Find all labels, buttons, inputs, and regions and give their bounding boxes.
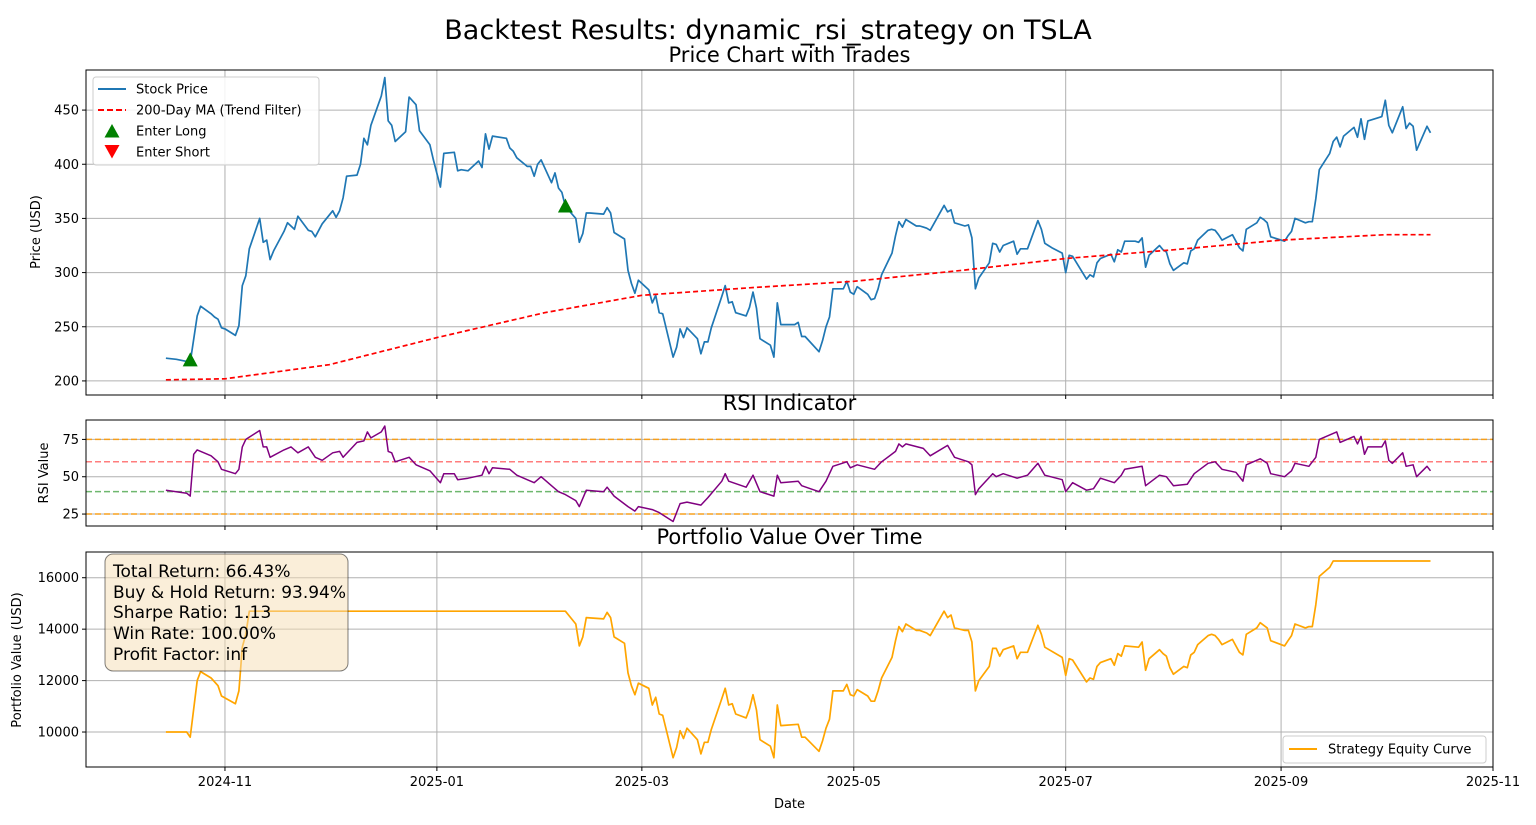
legend-enter-long-marker — [104, 124, 120, 138]
rsi-y-label: RSI Value — [37, 443, 52, 504]
ma-line — [165, 233, 1431, 381]
y-tick-label: 10000 — [38, 726, 79, 741]
price-chart: Price Chart with Trades 200 250 300 350 400 4… — [29, 43, 1494, 399]
portfolio-chart-title: Portfolio Value Over Time — [657, 525, 923, 549]
y-tick-label: 16000 — [38, 571, 79, 586]
portfolio-y-label: Portfolio Value (USD) — [10, 592, 25, 727]
y-tick-label: 14000 — [38, 623, 79, 638]
price-chart-title: Price Chart with Trades — [669, 43, 911, 67]
portfolio-legend-box — [1282, 735, 1487, 764]
portfolio-plot — [165, 560, 1431, 759]
price-plot — [165, 76, 1432, 381]
x-tick-label: 2024-11 — [198, 775, 252, 790]
equity-curve-line — [165, 560, 1431, 759]
portfolio-legend: Strategy Equity Curve — [1282, 735, 1487, 764]
stats-box-background — [104, 553, 349, 672]
stat-buy-hold-return: Buy & Hold Return: 93.94% — [113, 583, 346, 603]
y-tick-label: 75 — [62, 433, 79, 448]
figure-title: Backtest Results: dynamic_rsi_strategy o… — [444, 15, 1092, 46]
portfolio-axes-frame — [85, 551, 1494, 768]
rsi-y-ticks: 25 50 75 — [62, 433, 86, 523]
y-tick-label: 400 — [54, 158, 79, 173]
stat-profit-factor: Profit Factor: inf — [113, 645, 248, 665]
price-legend-box — [92, 76, 320, 166]
price-y-ticks: 200 250 300 350 400 450 — [54, 104, 86, 389]
portfolio-chart: Portfolio Value Over Time 10000 12000 1400… — [10, 525, 1520, 812]
price-grid — [86, 70, 1494, 395]
rsi-line — [165, 425, 1432, 523]
price-axes-frame — [85, 69, 1494, 396]
x-axis-label: Date — [774, 797, 805, 812]
x-tick-label: 2025-07 — [1039, 775, 1093, 790]
rsi-chart: RSI Indicator 25 50 75 RSI Value — [37, 391, 1494, 530]
x-tick-label: 2025-09 — [1254, 775, 1308, 790]
price-x-ticks — [224, 395, 1494, 399]
y-tick-label: 250 — [54, 320, 79, 335]
x-tick-label: 2025-03 — [615, 775, 669, 790]
y-tick-label: 50 — [62, 470, 79, 485]
stat-win-rate: Win Rate: 100.00% — [113, 624, 276, 644]
portfolio-x-ticks: 2024-11 2025-01 2025-03 2025-05 2025-07 2025-… — [198, 767, 1520, 790]
stats-box: Total Return: 66.43% Buy & Hold Return: … — [104, 553, 349, 672]
x-tick-label: 2025-05 — [827, 775, 881, 790]
y-tick-label: 12000 — [38, 674, 79, 689]
y-tick-label: 25 — [62, 508, 79, 523]
legend-enter-long: Enter Long — [136, 125, 206, 140]
rsi-x-ticks — [224, 526, 1494, 530]
legend-stock-price: Stock Price — [136, 83, 208, 98]
enter-long-marker — [557, 198, 573, 213]
x-tick-label: 2025-01 — [410, 775, 464, 790]
legend-equity-curve: Strategy Equity Curve — [1328, 743, 1471, 758]
portfolio-y-ticks: 10000 12000 14000 16000 — [38, 571, 86, 741]
enter-long-marker — [182, 352, 198, 367]
stat-total-return: Total Return: 66.43% — [112, 562, 290, 582]
price-y-label: Price (USD) — [29, 195, 44, 269]
stat-sharpe-ratio: Sharpe Ratio: 1.13 — [113, 603, 271, 623]
y-tick-label: 200 — [54, 374, 79, 389]
y-tick-label: 350 — [54, 212, 79, 227]
stock-price-line — [165, 76, 1432, 364]
rsi-chart-title: RSI Indicator — [723, 391, 857, 415]
x-tick-label: 2025-11 — [1466, 775, 1520, 790]
rsi-axes-frame — [85, 419, 1494, 527]
rsi-grid — [86, 420, 1494, 526]
legend-enter-short-marker — [104, 145, 120, 159]
rsi-plot — [165, 425, 1432, 523]
y-tick-label: 300 — [54, 266, 79, 281]
legend-ma: 200-Day MA (Trend Filter) — [136, 104, 302, 119]
legend-enter-short: Enter Short — [136, 146, 210, 161]
price-legend: Stock Price 200-Day MA (Trend Filter) En… — [92, 76, 320, 166]
y-tick-label: 450 — [54, 104, 79, 119]
rsi-reference-lines — [86, 438, 1493, 515]
